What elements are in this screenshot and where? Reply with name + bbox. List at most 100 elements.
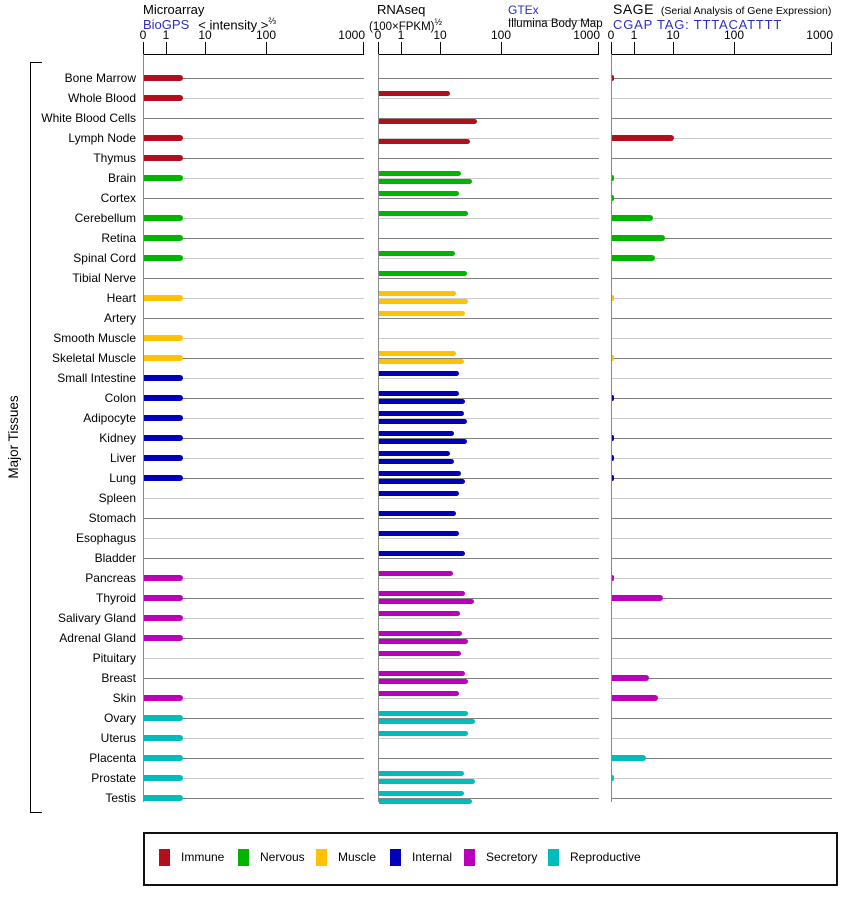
row-line — [144, 558, 364, 559]
tissue-bracket-line — [30, 62, 31, 813]
bar-rnaseq-gtex — [379, 171, 461, 176]
bar-sage — [612, 755, 646, 761]
row-line — [379, 338, 599, 339]
row-line — [379, 498, 599, 499]
row-line — [612, 498, 832, 499]
gtex-link[interactable]: GTEx — [508, 3, 539, 17]
bar-sage — [612, 575, 614, 581]
bar-rnaseq-gtex — [379, 251, 455, 256]
row-line — [612, 338, 832, 339]
row-line — [612, 378, 832, 379]
row-line — [612, 138, 832, 139]
row-line — [379, 538, 599, 539]
axis-tick-label: 0 — [374, 28, 382, 42]
row-line — [612, 578, 832, 579]
row-line — [379, 638, 599, 639]
legend-swatch-muscle — [316, 849, 327, 866]
bar-rnaseq-gtex — [379, 91, 450, 96]
row-line — [144, 358, 364, 359]
bar-microarray — [144, 595, 183, 601]
bar-rnaseq-illumina — [379, 779, 475, 784]
row-line — [144, 118, 364, 119]
bar-sage — [612, 355, 614, 361]
bar-sage — [612, 135, 674, 141]
bar-microarray — [144, 75, 183, 81]
row-line — [379, 758, 599, 759]
tissue-bracket-bottom — [30, 812, 42, 813]
bar-rnaseq-gtex — [379, 191, 459, 196]
bar-rnaseq-gtex — [379, 371, 459, 376]
row-line — [144, 678, 364, 679]
tissue-label: Bladder — [94, 551, 136, 565]
row-line — [379, 578, 599, 579]
row-line — [379, 418, 599, 419]
axis-tick — [378, 42, 379, 54]
row-line — [144, 718, 364, 719]
biogps-link[interactable]: BioGPS — [143, 17, 190, 33]
tissue-label: Retina — [101, 231, 136, 245]
axis-tick-label: 1 — [397, 28, 405, 42]
bar-sage — [612, 215, 653, 221]
row-line — [612, 618, 832, 619]
bar-rnaseq-gtex — [379, 791, 464, 796]
bar-rnaseq-gtex — [379, 771, 464, 776]
row-line — [379, 138, 599, 139]
bar-rnaseq-gtex — [379, 291, 456, 296]
row-line — [144, 138, 364, 139]
tissue-label: Prostate — [91, 771, 136, 785]
bar-rnaseq-illumina — [379, 419, 467, 424]
row-line — [144, 458, 364, 459]
row-line — [144, 478, 364, 479]
row-line — [144, 178, 364, 179]
row-line — [612, 658, 832, 659]
bar-microarray — [144, 255, 183, 261]
bar-microarray — [144, 235, 183, 241]
bar-rnaseq-illumina — [379, 679, 468, 684]
bar-rnaseq-gtex — [379, 631, 462, 636]
row-line — [612, 198, 832, 199]
tissue-label: Smooth Muscle — [53, 331, 136, 345]
bar-rnaseq-gtex — [379, 431, 454, 436]
row-line — [144, 778, 364, 779]
bar-microarray — [144, 475, 183, 481]
tissue-label: Breast — [101, 671, 136, 685]
row-line — [612, 418, 832, 419]
bar-sage — [612, 455, 614, 461]
row-line — [144, 198, 364, 199]
row-line — [379, 118, 599, 119]
tissue-label: Tibial Nerve — [72, 271, 136, 285]
row-line — [612, 518, 832, 519]
fpkm-scale-label: (100×FPKM)½ — [369, 17, 443, 33]
bar-microarray — [144, 755, 183, 761]
row-line — [612, 178, 832, 179]
bar-sage — [612, 675, 649, 681]
row-line — [144, 238, 364, 239]
bar-microarray — [144, 455, 183, 461]
cgap-tag-link[interactable]: CGAP TAG: TTTACATTTT — [613, 17, 783, 32]
bar-rnaseq-illumina — [379, 599, 474, 604]
row-line — [144, 498, 364, 499]
tissue-label: Spleen — [98, 491, 136, 505]
bar-microarray — [144, 355, 183, 361]
bar-microarray — [144, 795, 183, 801]
bar-microarray — [144, 135, 183, 141]
row-line — [144, 298, 364, 299]
bar-sage — [612, 595, 663, 601]
tissue-label: Colon — [104, 391, 136, 405]
sage-header: SAGE (Serial Analysis of Gene Expression… — [613, 1, 831, 17]
bar-rnaseq-gtex — [379, 671, 465, 676]
axis-tick — [598, 42, 599, 54]
row-line — [144, 578, 364, 579]
bar-rnaseq-illumina — [379, 179, 472, 184]
row-line — [612, 238, 832, 239]
microarray-title: Microarray — [143, 2, 205, 17]
axis-tick-label: 1 — [162, 28, 170, 42]
axis-tick-label: 100 — [490, 28, 512, 42]
axis-tick-label: 0 — [607, 28, 615, 42]
axis-tick-label: 1000 — [338, 28, 365, 42]
row-line — [612, 478, 832, 479]
bar-microarray — [144, 775, 183, 781]
tissue-label: Liver — [109, 451, 136, 465]
axis-tick — [266, 42, 267, 54]
